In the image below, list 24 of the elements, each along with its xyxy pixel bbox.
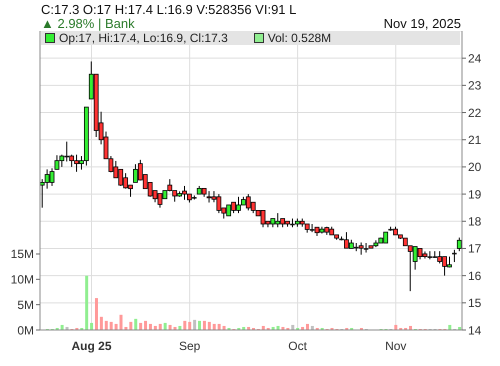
y-tick-label: 18 (468, 214, 482, 229)
chart-title: C:17.3 O:17 H:17.4 L:16.9 V:528356 VI:91 L (41, 2, 296, 17)
y-tick-label: 19 (468, 187, 482, 202)
y2-tick-label: 15M (10, 247, 34, 262)
x-tick-label: Oct (288, 339, 308, 353)
x-tick-label: Sep (178, 339, 201, 353)
y2-tick-label: 5M (17, 298, 34, 312)
y-tick-label: 23 (468, 78, 482, 93)
y2-tick-label: 10M (10, 272, 34, 287)
x-tick-label: Nov (385, 339, 406, 353)
x-tick-label: Aug 25 (72, 339, 112, 353)
annotation: Nov 19, 2025 (384, 16, 461, 31)
y-tick-label: 16 (468, 268, 482, 283)
y-tick-label: 22 (468, 106, 482, 120)
legend-label: Op:17, Hi:17.4, Lo:16.9, Cl:17.3 (58, 31, 228, 45)
chart-subtitle: ▲ 2.98% | Bank (41, 16, 135, 31)
y-tick-label: 14 (468, 323, 482, 338)
y-tick-label: 17 (468, 242, 482, 256)
legend-label: Vol: 0.528M (266, 31, 332, 45)
y-tick-label: 21 (468, 132, 482, 147)
y-tick-label: 20 (468, 160, 482, 174)
y-tick-label: 24 (468, 51, 482, 66)
y2-tick-label: 0M (17, 323, 34, 338)
y-tick-label: 15 (468, 296, 482, 310)
